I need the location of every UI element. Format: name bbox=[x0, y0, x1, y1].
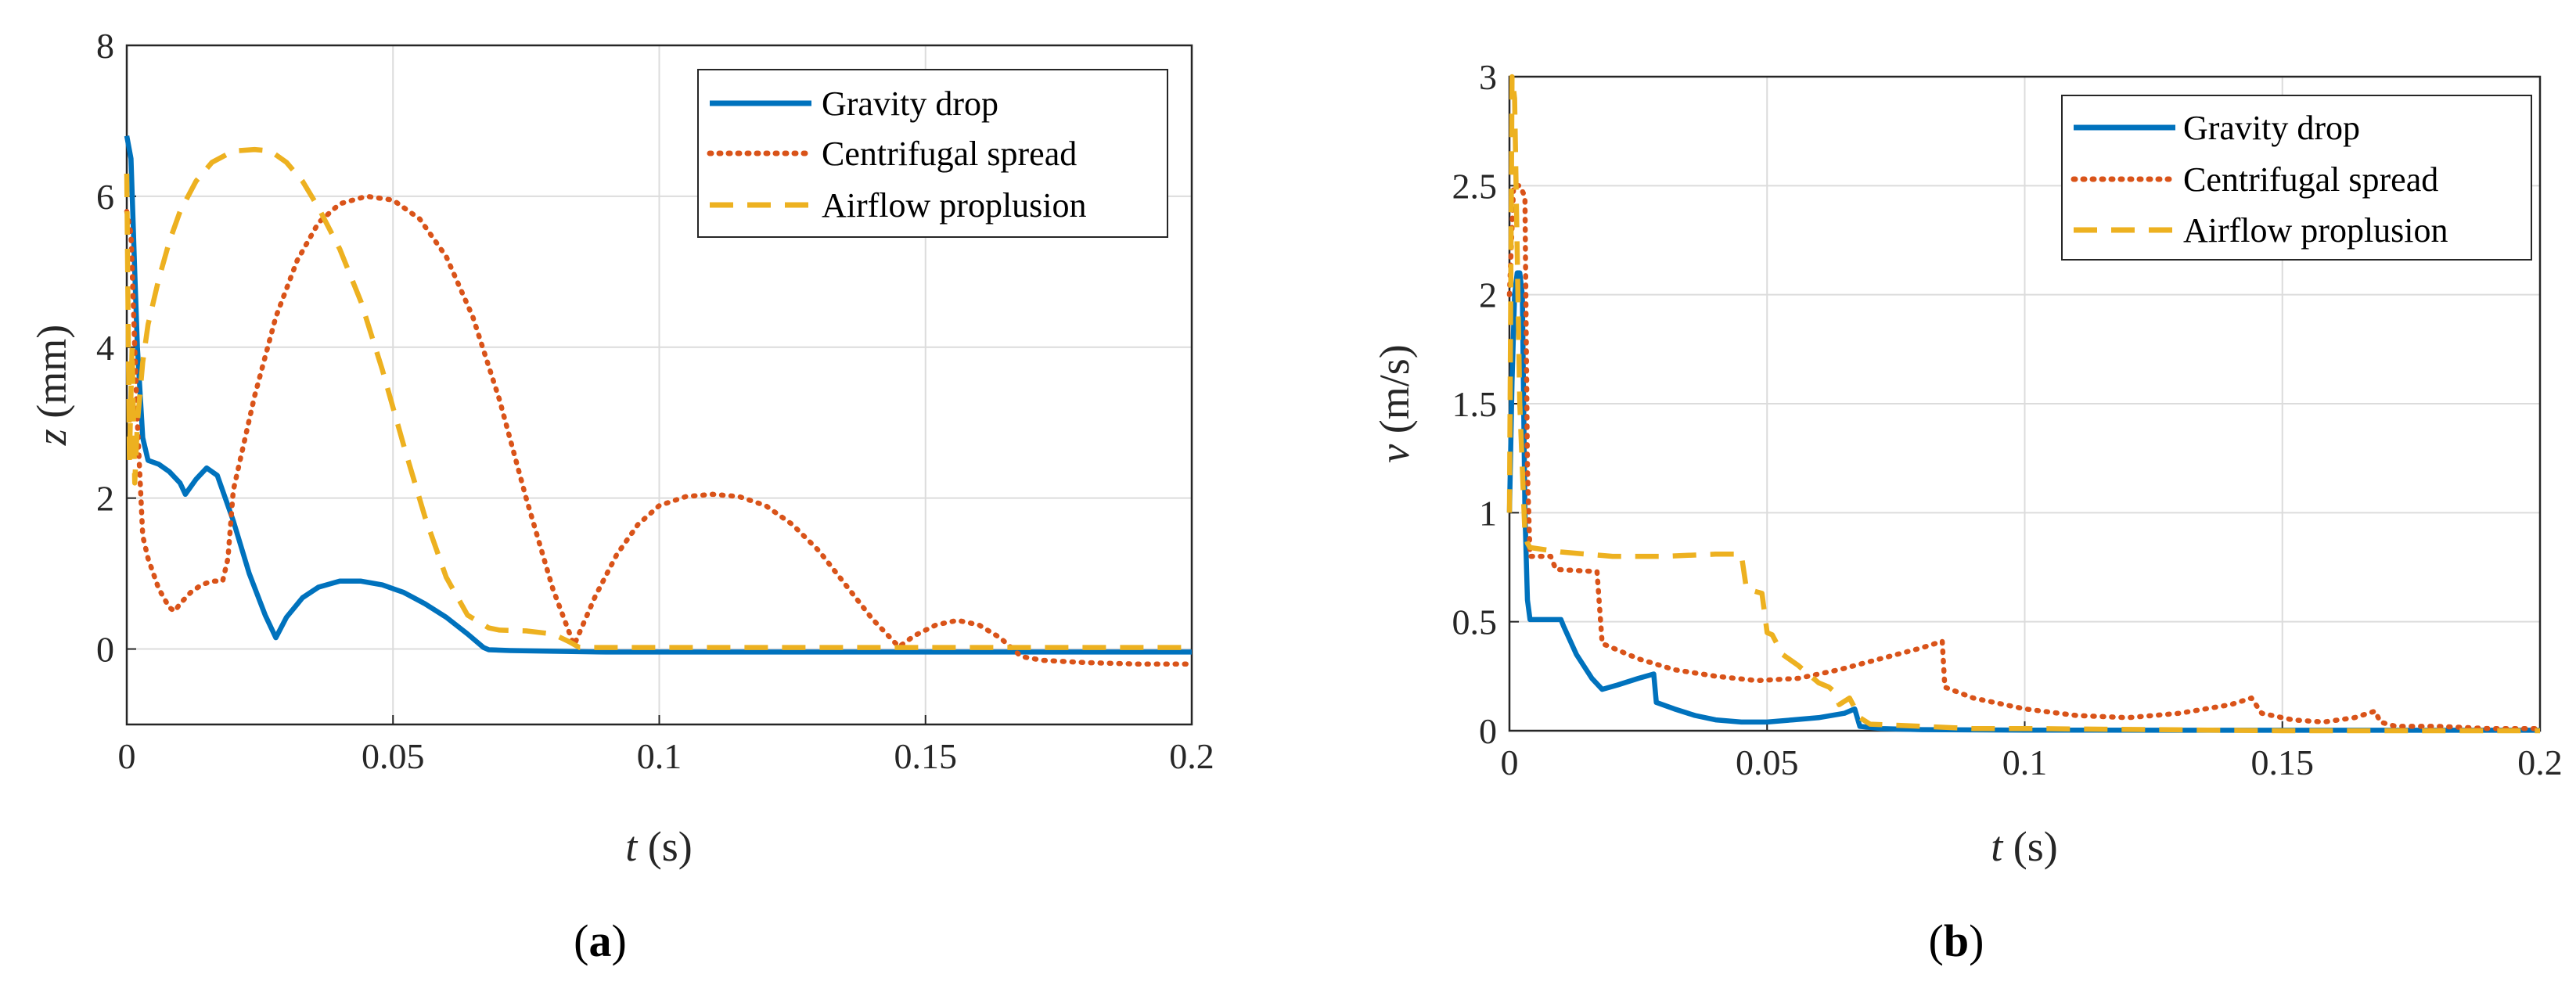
y-tick-label-b: 0.5 bbox=[1452, 602, 1498, 642]
series-line-airflow-b bbox=[1506, 74, 2540, 734]
caption-a: (a) bbox=[574, 915, 627, 966]
legend-label-gravity-b: Gravity drop bbox=[2183, 109, 2360, 147]
x-axis-var-a: t bbox=[625, 823, 639, 870]
series-b bbox=[1506, 74, 2543, 734]
y-tick-label-a: 2 bbox=[96, 479, 114, 519]
x-axis-unit-b: (s) bbox=[2002, 823, 2057, 870]
x-tick-label-a: 0.1 bbox=[637, 736, 682, 776]
ticks-b: 0 0.05 0.1 0.15 0.2 0 0.5 1 1.5 2 2.5 3 bbox=[1452, 57, 2563, 782]
y-tick-label-b: 2 bbox=[1479, 275, 1497, 315]
y-tick-label-a: 6 bbox=[96, 177, 114, 217]
chart-panel-b: 0 0.05 0.1 0.15 0.2 0 0.5 1 1.5 2 2.5 3 t (s) v (m/… bbox=[1371, 57, 2563, 966]
series-a bbox=[124, 135, 1195, 667]
y-axis-label-a: z (mm) bbox=[28, 325, 75, 447]
y-tick-label-b: 1 bbox=[1479, 493, 1497, 533]
x-axis-var-b: t bbox=[1991, 823, 2004, 870]
legend-label-airflow-a: Airflow proplusion bbox=[822, 186, 1087, 225]
legend-b: Gravity drop Centrifugal spread Airflow … bbox=[2061, 95, 2532, 261]
x-tick-label-b: 0.2 bbox=[2517, 742, 2563, 782]
caption-b: (b) bbox=[1929, 915, 1984, 966]
x-tick-label-a: 0.15 bbox=[894, 736, 958, 776]
x-axis-label-a: t (s) bbox=[625, 823, 693, 870]
y-tick-label-b: 1.5 bbox=[1452, 384, 1498, 424]
x-tick-label-b: 0.05 bbox=[1736, 742, 1799, 782]
x-tick-label-b: 0.15 bbox=[2251, 742, 2315, 782]
y-axis-label-b: v (m/s) bbox=[1371, 344, 1418, 462]
x-tick-label-b: 0.1 bbox=[2002, 742, 2048, 782]
x-tick-label-b: 0 bbox=[1501, 742, 1519, 782]
y-tick-label-a: 0 bbox=[96, 630, 114, 670]
x-axis-label-b: t (s) bbox=[1991, 823, 2058, 870]
legend-label-centrifugal-a: Centrifugal spread bbox=[822, 135, 1077, 173]
caption-letter-a: a bbox=[589, 915, 612, 966]
y-axis-var-a: z bbox=[28, 429, 75, 446]
y-tick-label-b: 2.5 bbox=[1452, 166, 1498, 206]
y-axis-var-b: v bbox=[1371, 444, 1418, 463]
caption-letter-b: b bbox=[1944, 915, 1969, 966]
series-line-gravity-b bbox=[1506, 270, 2540, 733]
x-tick-label-a: 0.05 bbox=[362, 736, 425, 776]
x-tick-label-a: 0 bbox=[118, 736, 136, 776]
ticks-a: 0 0.05 0.1 0.15 0.2 0 2 4 6 8 bbox=[96, 26, 1214, 776]
y-tick-label-b: 0 bbox=[1479, 711, 1497, 751]
series-line-centrifugal-b bbox=[1506, 183, 2543, 732]
series-line-centrifugal-a bbox=[124, 193, 1195, 667]
legend-label-centrifugal-b: Centrifugal spread bbox=[2183, 160, 2438, 199]
y-tick-label-b: 3 bbox=[1479, 57, 1497, 97]
legend-label-airflow-b: Airflow proplusion bbox=[2183, 211, 2448, 250]
x-tick-label-a: 0.2 bbox=[1169, 736, 1214, 776]
y-tick-label-a: 4 bbox=[96, 328, 114, 368]
chart-panel-a: 0 0.05 0.1 0.15 0.2 0 2 4 6 8 t (s) z (mm) Gravit… bbox=[28, 26, 1214, 966]
series-line-gravity-a bbox=[124, 135, 1192, 655]
y-axis-unit-a: (mm) bbox=[28, 325, 75, 429]
y-axis-unit-b: (m/s) bbox=[1371, 344, 1418, 444]
legend-label-gravity-a: Gravity drop bbox=[822, 84, 998, 123]
x-axis-unit-a: (s) bbox=[637, 823, 692, 870]
y-tick-label-a: 8 bbox=[96, 26, 114, 66]
legend-a: Gravity drop Centrifugal spread Airflow … bbox=[697, 69, 1168, 238]
series-line-airflow-a bbox=[124, 146, 1192, 650]
